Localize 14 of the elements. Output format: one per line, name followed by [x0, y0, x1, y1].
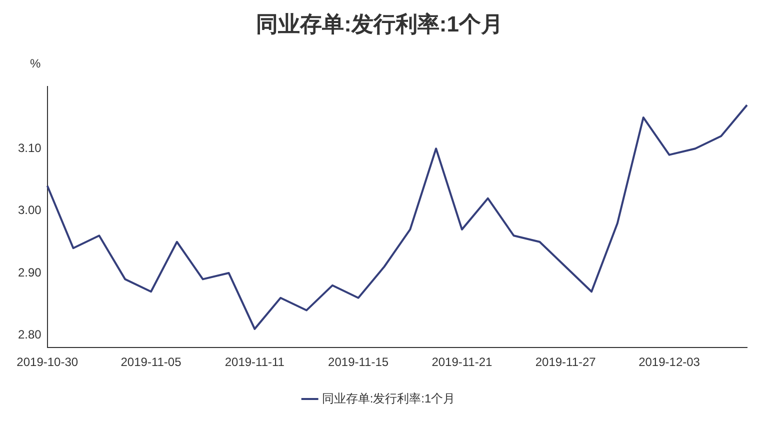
x-tick-label: 2019-10-30 [16, 355, 78, 370]
legend-label: 同业存单:发行利率:1个月 [322, 391, 456, 406]
y-axis-title: % [30, 56, 42, 71]
y-tick-label: 2.80 [18, 327, 42, 342]
x-tick-label: 2019-11-21 [432, 355, 493, 370]
y-tick-label: 3.10 [18, 140, 42, 155]
x-tick-label: 2019-11-27 [535, 355, 596, 370]
x-tick-label: 2019-11-11 [224, 355, 285, 370]
y-tick-label: 3.00 [18, 203, 42, 218]
x-tick-label: 2019-12-03 [638, 355, 700, 370]
x-tick-label: 2019-11-05 [120, 355, 182, 370]
y-tick-label: 2.90 [18, 265, 42, 280]
chart-title: 同业存单:发行利率:1个月 [256, 11, 503, 36]
x-tick-label: 2019-11-15 [328, 355, 389, 370]
